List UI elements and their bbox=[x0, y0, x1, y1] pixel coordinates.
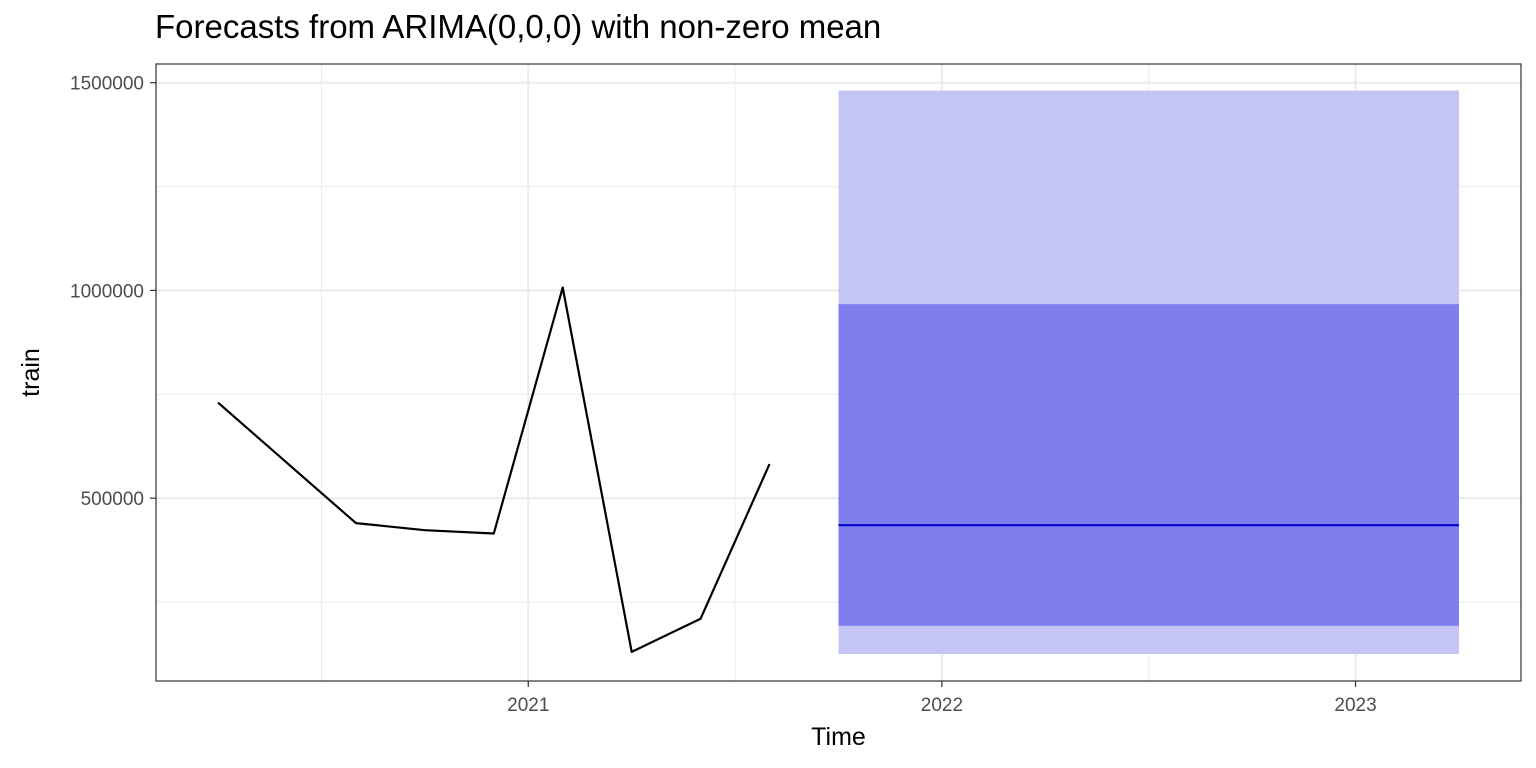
x-tick-label: 2021 bbox=[507, 695, 549, 716]
panel-border bbox=[155, 63, 1522, 682]
y-tick-label: 1500000 bbox=[70, 74, 144, 95]
y-axis-title: train bbox=[17, 348, 45, 397]
series-lines bbox=[217, 286, 1459, 654]
history-series-line bbox=[217, 286, 771, 654]
y-tick-label: 1000000 bbox=[70, 281, 144, 302]
chart-title: Forecasts from ARIMA(0,0,0) with non-zer… bbox=[155, 8, 882, 45]
x-tick-label: 2022 bbox=[921, 695, 963, 716]
pi80-band bbox=[838, 304, 1459, 626]
x-tick-label: 2023 bbox=[1334, 695, 1376, 716]
prediction-intervals bbox=[838, 90, 1459, 654]
x-axis-title: Time bbox=[811, 723, 866, 751]
axis-ticks: 2021 2022 2023 500000 1000000 1500000 bbox=[70, 74, 1377, 716]
y-tick-label: 500000 bbox=[81, 489, 144, 510]
